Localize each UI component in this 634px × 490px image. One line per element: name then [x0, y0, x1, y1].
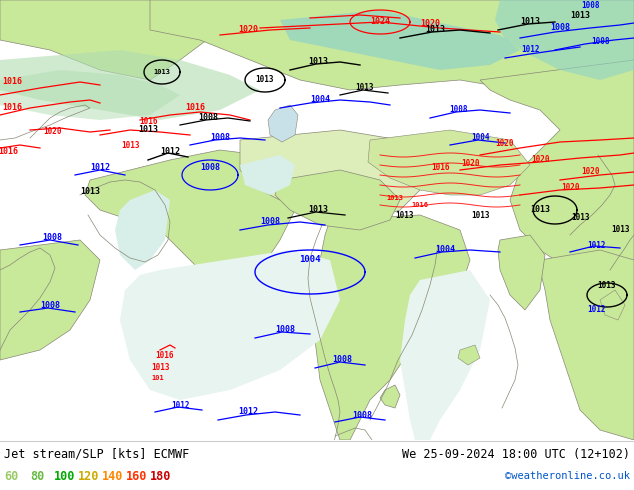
Polygon shape	[480, 60, 634, 300]
Text: 1013: 1013	[356, 83, 374, 93]
Text: 1012: 1012	[521, 46, 540, 54]
Text: 160: 160	[126, 469, 147, 483]
Text: 1008: 1008	[198, 114, 218, 122]
Text: 120: 120	[78, 469, 100, 483]
Text: 1013: 1013	[396, 211, 414, 220]
Text: 1016: 1016	[156, 350, 174, 360]
Text: 1013: 1013	[387, 195, 403, 201]
Polygon shape	[240, 130, 430, 220]
Polygon shape	[85, 150, 300, 280]
Text: 1004: 1004	[310, 96, 330, 104]
Text: 1008: 1008	[332, 356, 352, 365]
Text: 1008: 1008	[275, 325, 295, 335]
Text: 1013: 1013	[80, 188, 100, 196]
Text: 1013: 1013	[151, 364, 169, 372]
Text: 1016: 1016	[411, 202, 429, 208]
Text: 1013: 1013	[471, 211, 489, 220]
Text: We 25-09-2024 18:00 UTC (12+102): We 25-09-2024 18:00 UTC (12+102)	[402, 447, 630, 461]
Text: 1008: 1008	[42, 234, 62, 243]
Text: 1008: 1008	[260, 218, 280, 226]
Text: 80: 80	[30, 469, 44, 483]
Polygon shape	[0, 70, 180, 120]
Text: 1016: 1016	[185, 103, 205, 113]
Text: 1020: 1020	[238, 25, 258, 34]
Polygon shape	[400, 270, 490, 440]
Text: 1016: 1016	[2, 77, 22, 87]
Text: 1012: 1012	[238, 408, 258, 416]
Text: ©weatheronline.co.uk: ©weatheronline.co.uk	[505, 471, 630, 481]
Text: 1013: 1013	[120, 141, 139, 149]
Text: 1012: 1012	[586, 241, 605, 249]
Text: 1012: 1012	[90, 164, 110, 172]
Text: 1008: 1008	[210, 133, 230, 143]
Text: 140: 140	[102, 469, 124, 483]
Text: 1008: 1008	[40, 300, 60, 310]
Polygon shape	[120, 250, 340, 400]
Text: 60: 60	[4, 469, 18, 483]
Polygon shape	[495, 0, 634, 80]
Text: 1012: 1012	[171, 400, 190, 410]
Text: 1020: 1020	[531, 155, 549, 165]
Polygon shape	[458, 345, 480, 365]
Text: 1008: 1008	[352, 411, 372, 419]
Polygon shape	[0, 50, 260, 120]
Polygon shape	[498, 235, 545, 310]
Text: 1013: 1013	[256, 75, 275, 84]
Text: 1016: 1016	[0, 147, 18, 156]
Text: 1020: 1020	[581, 168, 599, 176]
Text: 1008: 1008	[449, 105, 467, 115]
Polygon shape	[115, 190, 170, 270]
Text: 1008: 1008	[550, 24, 570, 32]
Text: 1020: 1020	[560, 183, 579, 193]
Text: 1012: 1012	[586, 305, 605, 315]
Polygon shape	[0, 240, 100, 360]
Polygon shape	[380, 385, 400, 408]
Text: 1013: 1013	[153, 69, 171, 75]
Text: 1020: 1020	[42, 127, 61, 137]
Polygon shape	[0, 0, 220, 80]
Text: Jet stream/SLP [kts] ECMWF: Jet stream/SLP [kts] ECMWF	[4, 447, 190, 461]
Text: 1013: 1013	[611, 225, 630, 235]
Text: 1008: 1008	[591, 38, 609, 47]
Text: 1020: 1020	[461, 158, 479, 168]
Polygon shape	[275, 170, 400, 230]
Polygon shape	[540, 250, 634, 440]
Text: 1008: 1008	[200, 164, 220, 172]
Text: 1004: 1004	[471, 133, 489, 143]
Text: 100: 100	[54, 469, 75, 483]
Text: 1013: 1013	[425, 25, 445, 34]
Text: 1013: 1013	[308, 57, 328, 67]
Text: 1013: 1013	[571, 214, 589, 222]
Text: 1016: 1016	[139, 118, 157, 126]
Text: 1016: 1016	[2, 103, 22, 113]
Polygon shape	[150, 0, 634, 120]
Text: 1013: 1013	[520, 18, 540, 26]
Text: 1020: 1020	[420, 20, 440, 28]
Text: 1013: 1013	[570, 10, 590, 20]
Polygon shape	[268, 105, 298, 142]
Polygon shape	[368, 130, 530, 195]
Text: 1012: 1012	[160, 147, 180, 156]
Text: 1016: 1016	[430, 164, 450, 172]
Text: 1020: 1020	[496, 139, 514, 147]
Polygon shape	[600, 290, 625, 320]
Text: 1024: 1024	[370, 18, 390, 26]
Text: 1013: 1013	[530, 205, 550, 215]
Text: 180: 180	[150, 469, 171, 483]
Polygon shape	[280, 10, 520, 70]
Text: 1013: 1013	[598, 280, 616, 290]
Text: 1013: 1013	[308, 205, 328, 215]
Polygon shape	[240, 155, 295, 195]
Text: 1008: 1008	[581, 0, 599, 9]
Text: 1013: 1013	[138, 125, 158, 134]
Polygon shape	[315, 215, 470, 440]
Text: 101: 101	[152, 375, 164, 381]
Text: 1004: 1004	[435, 245, 455, 254]
Text: 1004: 1004	[299, 255, 321, 265]
